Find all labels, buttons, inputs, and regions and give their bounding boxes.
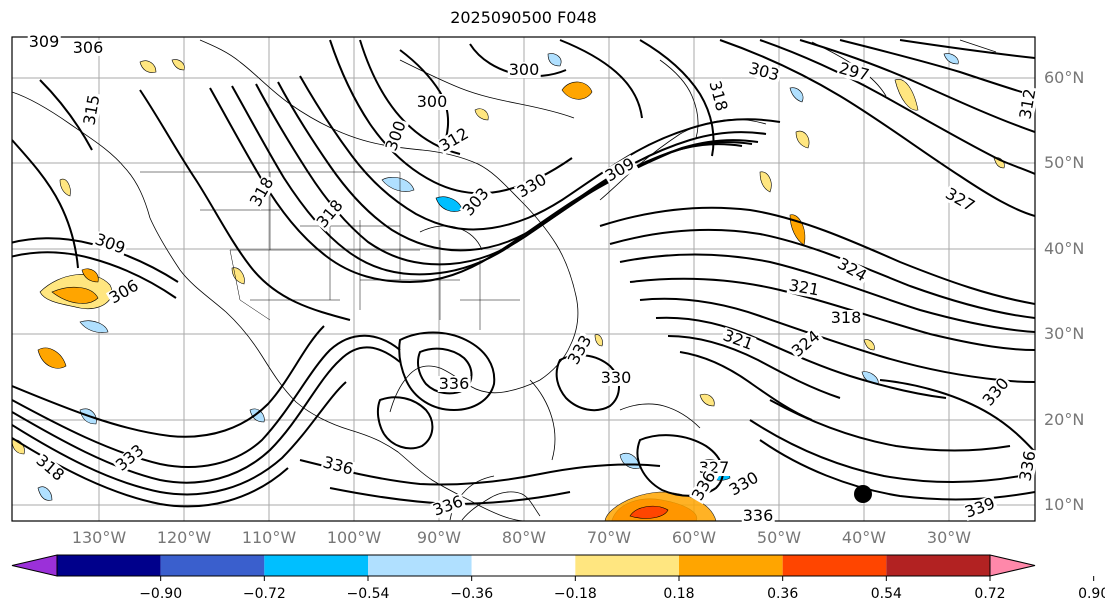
colorbar-tick-label: 0.18 [663,586,695,602]
colorbar-frame [56,554,991,577]
coastlines [12,39,997,521]
colorbar-swatch [679,555,783,576]
lon-label-30w: 30°W [926,528,972,547]
colorbar-tick-label: −0.18 [553,586,597,602]
contour-label: 306 [71,38,105,57]
lat-label-60n: 60°N [1044,68,1085,87]
contour-label: 300 [507,60,541,79]
lon-label-70w: 70°W [586,528,632,547]
shaded-regions [12,53,1005,521]
colorbar-tick-label: 0.90 [1078,586,1105,602]
colorbar-tick-label: −0.54 [346,586,390,602]
colorbar-extend-high [989,554,1036,577]
colorbar-swatch [160,555,265,576]
colorbar-tick-label: −0.90 [139,586,183,602]
colorbar-swatch [368,555,472,576]
colorbar-swatch [886,555,990,576]
contour-label: 309 [27,32,61,51]
map-contents [12,37,1035,521]
lon-label-120w: 120°W [156,528,212,547]
lat-label-10n: 10°N [1044,495,1085,514]
colorbar-swatch [264,555,368,576]
contour-label: 330 [599,368,633,387]
storm-marker [854,485,872,503]
lon-label-80w: 80°W [501,528,547,547]
map-title: 2025090500 F048 [450,8,597,27]
colorbar-tick-label: −0.72 [242,586,286,602]
lon-label-100w: 100°W [326,528,382,547]
lon-label-60w: 60°W [671,528,717,547]
colorbar-tick-label: 0.72 [974,586,1006,602]
contour-label: 336 [437,374,471,393]
colorbar-tick-label: 0.36 [767,586,799,602]
colorbar-swatch [57,555,161,576]
colorbar-swatch [782,555,887,576]
lon-label-90w: 90°W [416,528,462,547]
contour-label: 300 [415,92,449,111]
contour-label: 318 [829,308,863,327]
colorbar [11,554,1095,581]
contour-lines [12,39,1035,508]
lon-label-130w: 130°W [71,528,127,547]
lat-label-40n: 40°N [1044,239,1085,258]
colorbar-tick-label: 0.54 [870,586,902,602]
political-borders [140,171,520,330]
colorbar-swatch [471,555,576,576]
lon-label-110w: 110°W [241,528,297,547]
map-frame [11,36,1036,522]
lat-label-30n: 30°N [1044,324,1085,343]
lat-label-50n: 50°N [1044,153,1085,172]
lon-label-50w: 50°W [756,528,802,547]
colorbar-tick-label: −0.36 [450,586,494,602]
lon-label-40w: 40°W [841,528,887,547]
colorbar-extend-low [11,554,58,577]
contour-label: 336 [741,506,775,525]
lat-label-20n: 20°N [1044,410,1085,429]
colorbar-swatch [575,555,679,576]
